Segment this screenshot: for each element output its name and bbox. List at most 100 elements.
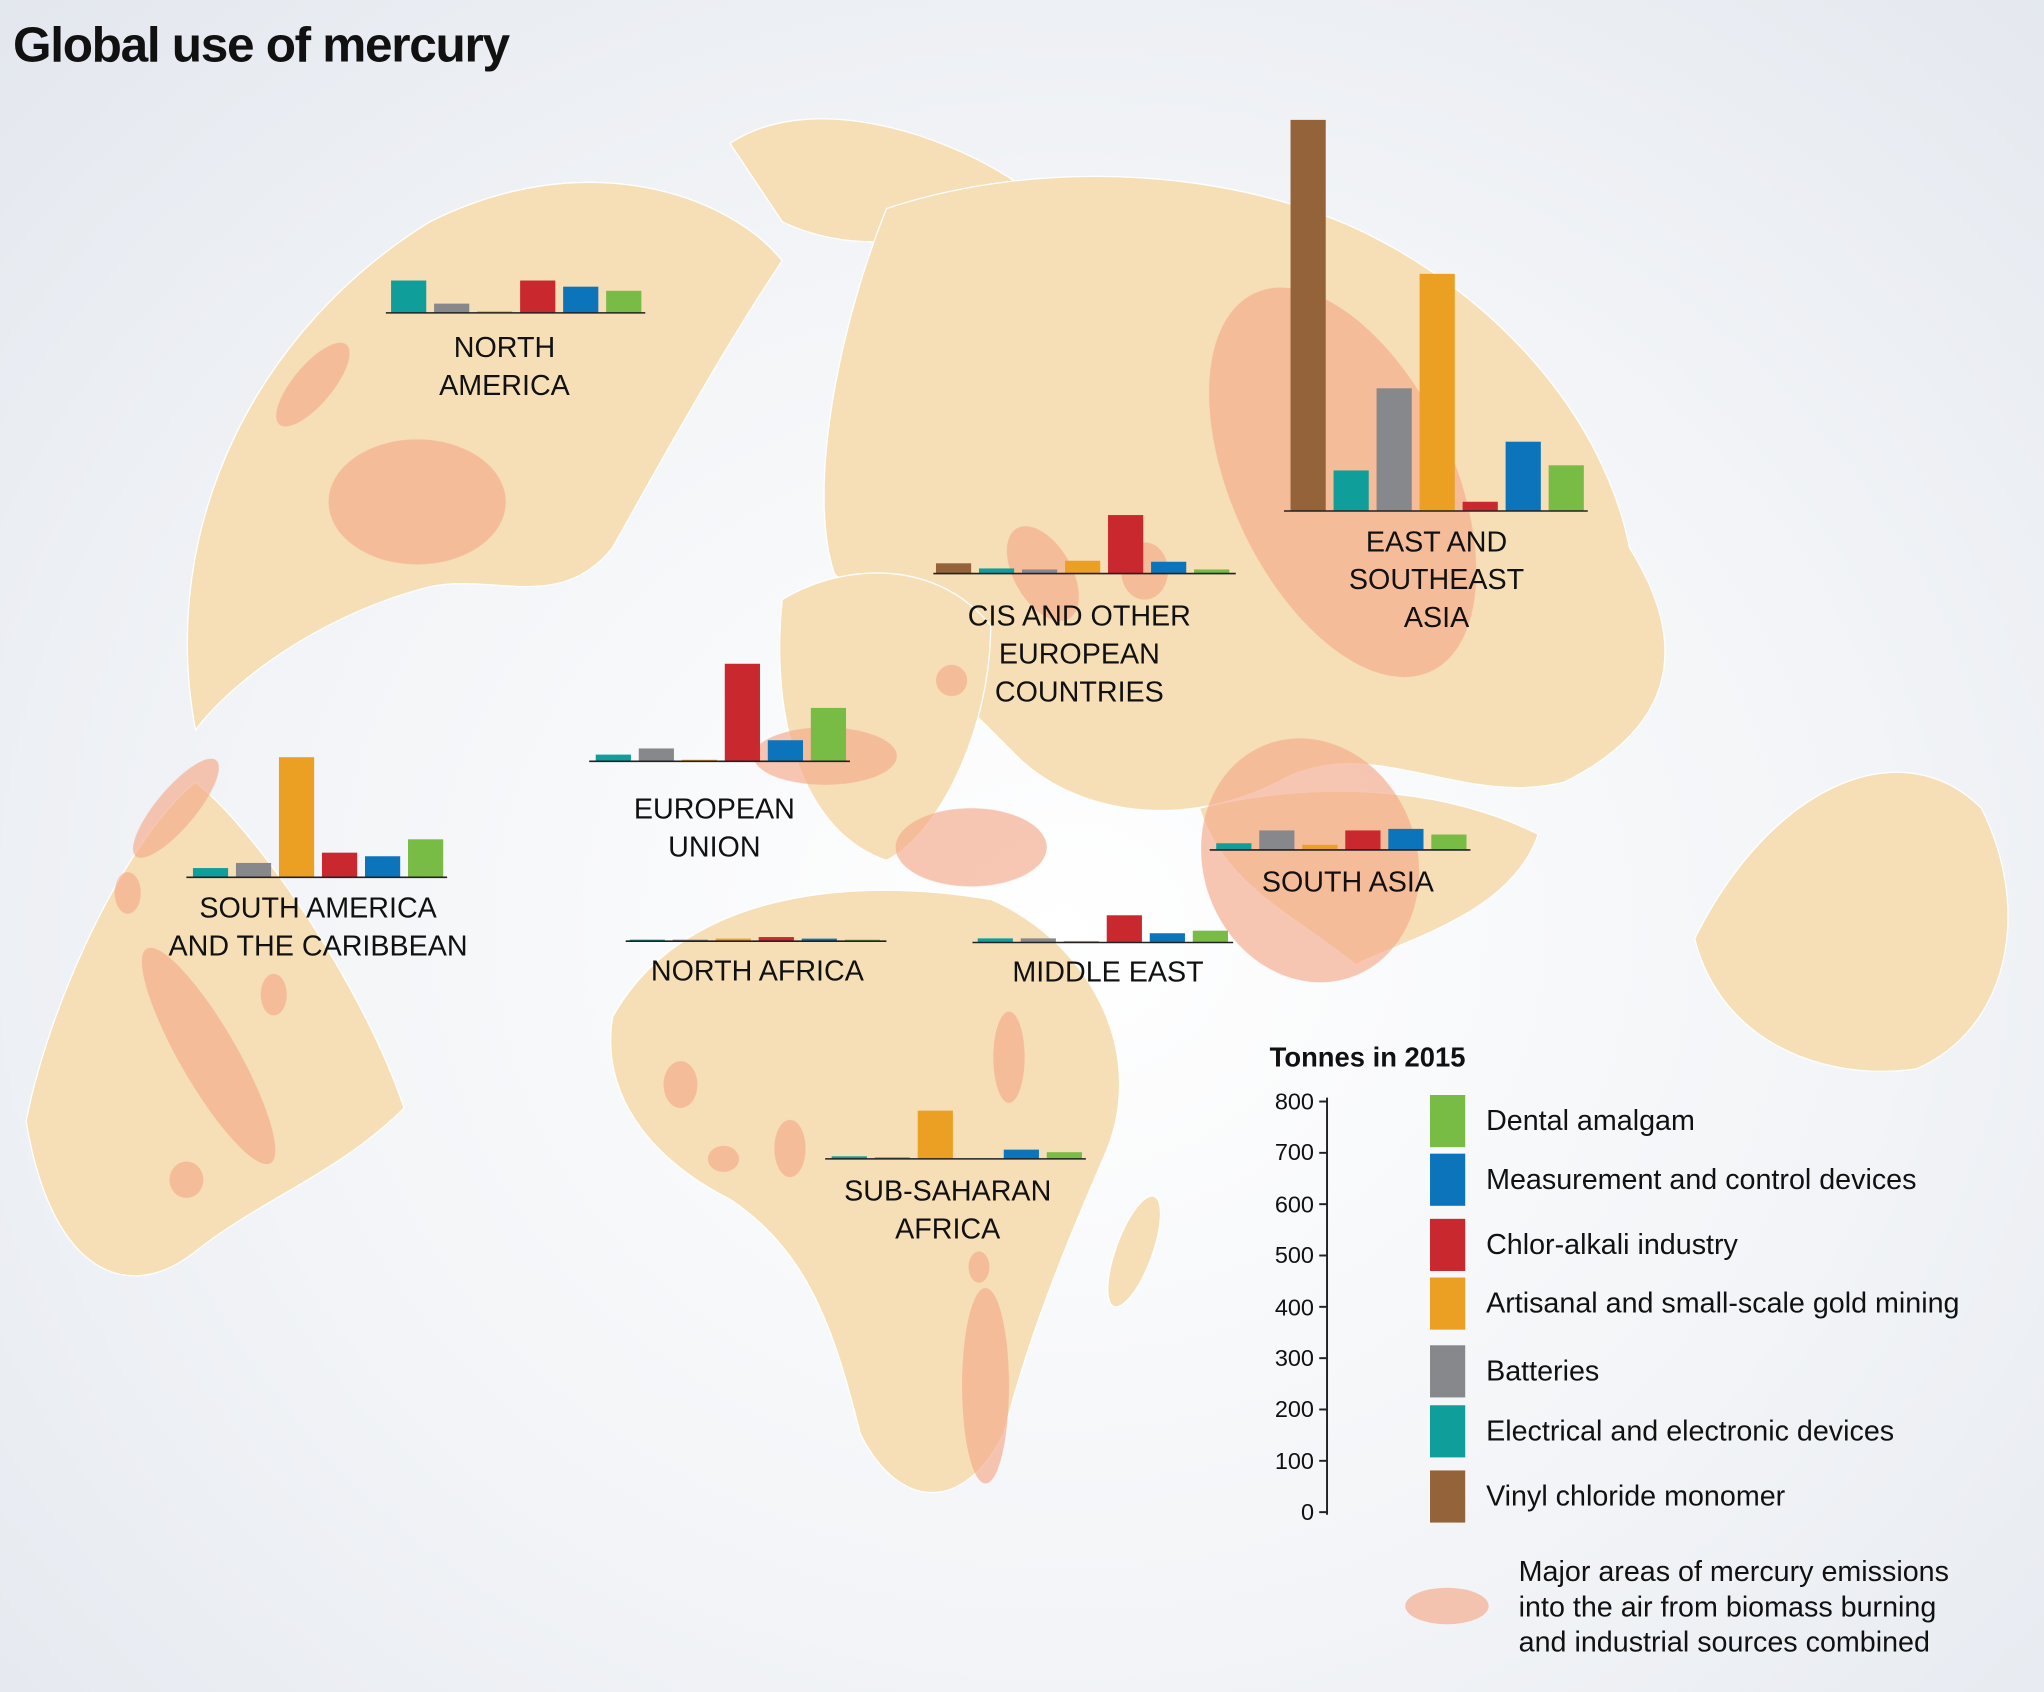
bar xyxy=(1046,1152,1082,1159)
legend-label: Measurement and control devices xyxy=(1486,1162,1917,1196)
legend-swatch xyxy=(1430,1405,1466,1458)
legend-label: Chlor-alkali industry xyxy=(1486,1227,1738,1261)
bar xyxy=(606,290,642,313)
bar xyxy=(715,938,751,942)
bar xyxy=(1065,560,1101,574)
bar xyxy=(1192,930,1228,943)
bar xyxy=(1302,844,1338,850)
y-tick-label: 300 xyxy=(1274,1345,1314,1372)
emission-area xyxy=(707,1145,740,1172)
land xyxy=(186,181,783,732)
bar xyxy=(810,707,847,762)
region-label: NORTH AMERICA xyxy=(439,331,570,402)
legend-label: Dental amalgam xyxy=(1486,1104,1695,1137)
emission-legend-text: Major areas of mercury emissions into th… xyxy=(1518,1555,1949,1659)
bar xyxy=(724,663,760,762)
legend-swatch xyxy=(1430,1470,1466,1523)
y-tick-label: 800 xyxy=(1274,1088,1314,1115)
bar xyxy=(1021,569,1058,574)
bar xyxy=(1194,569,1230,574)
bar xyxy=(1020,938,1056,943)
legend-swatch xyxy=(1430,1277,1466,1330)
bar xyxy=(434,303,470,313)
region-label: CIS AND OTHER EUROPEAN COUNTRIES xyxy=(967,599,1191,708)
emission-area xyxy=(328,439,506,565)
bar xyxy=(1462,501,1498,511)
emission-legend-swatch xyxy=(1405,1587,1489,1625)
region-label: EUROPEAN UNION xyxy=(633,792,795,863)
legend-label: Electrical and electronic devices xyxy=(1486,1414,1895,1447)
bar xyxy=(1151,561,1187,574)
region-label: SOUTH AMERICA AND THE CARIBBEAN xyxy=(168,891,468,963)
y-tick-label: 600 xyxy=(1274,1191,1314,1218)
y-tick-label: 400 xyxy=(1274,1293,1314,1320)
emission-area xyxy=(114,872,141,914)
region-label: SOUTH ASIA xyxy=(1261,865,1434,899)
emission-area xyxy=(260,973,287,1016)
axis-title: Tonnes in 2015 xyxy=(1269,1042,1466,1073)
bar xyxy=(758,937,794,942)
y-tick-label: 200 xyxy=(1274,1396,1314,1423)
bar xyxy=(235,862,272,878)
bar xyxy=(1376,388,1412,511)
y-tick-label: 500 xyxy=(1274,1242,1314,1269)
bar xyxy=(595,754,631,762)
bar xyxy=(1108,515,1144,574)
bar xyxy=(935,563,972,574)
bar xyxy=(1431,834,1467,850)
legend-swatch xyxy=(1430,1218,1466,1271)
bar xyxy=(917,1110,953,1159)
emission-area xyxy=(141,947,276,1165)
bar xyxy=(192,868,229,878)
region-label: NORTH AFRICA xyxy=(650,954,864,987)
emission-area xyxy=(774,1119,806,1178)
emission-area xyxy=(133,758,219,858)
emission-area xyxy=(663,1061,698,1109)
land xyxy=(1107,1195,1162,1308)
bar xyxy=(391,280,427,313)
bar xyxy=(1419,273,1455,511)
bar xyxy=(801,938,837,942)
bar xyxy=(364,856,401,878)
emission-area xyxy=(1201,738,1420,983)
emission-area xyxy=(935,664,968,697)
bar xyxy=(408,839,444,878)
legend-swatch xyxy=(1430,1153,1466,1206)
bar xyxy=(1290,119,1326,511)
bar xyxy=(1548,465,1584,511)
bar xyxy=(1345,830,1381,850)
emission-area xyxy=(968,1251,990,1283)
bar xyxy=(1106,915,1142,943)
emission-area xyxy=(895,808,1047,887)
emission-area xyxy=(962,1287,1009,1484)
bar xyxy=(978,568,1015,574)
legend-swatch xyxy=(1430,1345,1466,1398)
y-tick-label: 100 xyxy=(1274,1447,1314,1474)
bar xyxy=(278,757,315,878)
bar xyxy=(977,938,1013,943)
chart-title: Global use of mercury xyxy=(13,18,510,73)
y-tick-label: 700 xyxy=(1274,1139,1314,1166)
region-label: SUB-SAHARAN AFRICA xyxy=(844,1174,1052,1245)
region-label: EAST AND SOUTHEAST ASIA xyxy=(1348,525,1525,634)
legend-label: Vinyl chloride monomer xyxy=(1486,1479,1786,1513)
legend-swatch xyxy=(1430,1094,1466,1148)
y-tick-label: 0 xyxy=(1300,1499,1314,1526)
bar xyxy=(1216,843,1252,850)
bar xyxy=(1333,470,1369,511)
region-label: MIDDLE EAST xyxy=(1012,955,1204,989)
bar xyxy=(321,852,358,878)
bar xyxy=(1259,830,1295,850)
bar xyxy=(1505,441,1541,511)
emission-area xyxy=(169,1161,204,1198)
bar xyxy=(1388,828,1424,850)
bar xyxy=(831,1156,867,1159)
bar xyxy=(767,740,803,762)
bar xyxy=(520,280,556,313)
land xyxy=(1693,771,2009,1072)
bar xyxy=(638,748,674,762)
emission-area xyxy=(993,1011,1025,1103)
